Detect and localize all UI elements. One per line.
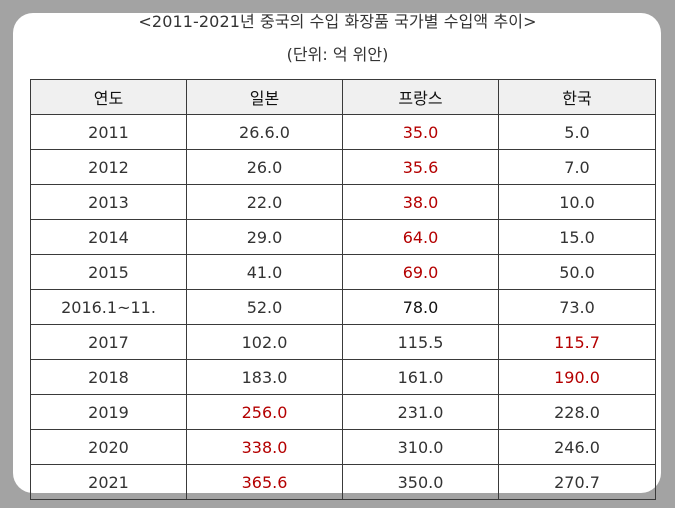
france-cell: 231.0 — [342, 394, 499, 430]
year-cell: 2014 — [30, 219, 187, 255]
table-row: 2020 338.0 310.0 246.0 — [30, 429, 656, 465]
france-cell: 310.0 — [342, 429, 499, 465]
korea-cell: 73.0 — [498, 289, 656, 325]
france-cell: 35.0 — [342, 114, 499, 150]
year-cell: 2020 — [30, 429, 187, 465]
table-row: 2011 26.6.0 35.0 5.0 — [30, 114, 656, 150]
japan-cell: 52.0 — [186, 289, 343, 325]
korea-cell: 10.0 — [498, 184, 656, 220]
france-cell: 64.0 — [342, 219, 499, 255]
import-data-table: 연도 일본 프랑스 한국 2011 26.6.0 35.0 5.0 2012 2… — [30, 79, 656, 500]
japan-cell: 102.0 — [186, 324, 343, 360]
france-cell: 161.0 — [342, 359, 499, 395]
year-cell: 2018 — [30, 359, 187, 395]
korea-cell: 5.0 — [498, 114, 656, 150]
year-cell: 2016.1~11. — [30, 289, 187, 325]
france-cell: 38.0 — [342, 184, 499, 220]
table-row: 2016.1~11. 52.0 78.0 73.0 — [30, 289, 656, 325]
japan-cell: 26.0 — [186, 149, 343, 185]
table-row: 2021 365.6 350.0 270.7 — [30, 464, 656, 500]
year-cell: 2017 — [30, 324, 187, 360]
france-cell: 78.0 — [342, 289, 499, 325]
header-korea: 한국 — [498, 79, 656, 115]
unit-caption: (단위: 억 위안) — [286, 45, 389, 64]
year-cell: 2012 — [30, 149, 187, 185]
table-row: 2014 29.0 64.0 15.0 — [30, 219, 656, 255]
korea-cell: 228.0 — [498, 394, 656, 430]
header-france: 프랑스 — [342, 79, 499, 115]
korea-cell: 246.0 — [498, 429, 656, 465]
header-japan: 일본 — [186, 79, 343, 115]
korea-cell: 115.7 — [498, 324, 656, 360]
japan-cell: 256.0 — [186, 394, 343, 430]
table-row: 2015 41.0 69.0 50.0 — [30, 254, 656, 290]
korea-cell: 15.0 — [498, 219, 656, 255]
korea-cell: 50.0 — [498, 254, 656, 290]
table-row: 2012 26.0 35.6 7.0 — [30, 149, 656, 185]
france-cell: 35.6 — [342, 149, 499, 185]
year-cell: 2015 — [30, 254, 187, 290]
korea-cell: 190.0 — [498, 359, 656, 395]
france-cell: 69.0 — [342, 254, 499, 290]
table-row: 2013 22.0 38.0 10.0 — [30, 184, 656, 220]
korea-cell: 7.0 — [498, 149, 656, 185]
year-cell: 2013 — [30, 184, 187, 220]
japan-cell: 29.0 — [186, 219, 343, 255]
table-row: 2019 256.0 231.0 228.0 — [30, 394, 656, 430]
japan-cell: 41.0 — [186, 254, 343, 290]
japan-cell: 365.6 — [186, 464, 343, 500]
year-cell: 2011 — [30, 114, 187, 150]
japan-cell: 26.6.0 — [186, 114, 343, 150]
korea-cell: 270.7 — [498, 464, 656, 500]
table-row: 2017 102.0 115.5 115.7 — [30, 324, 656, 360]
japan-cell: 22.0 — [186, 184, 343, 220]
table-title: <2011-2021년 중국의 수입 화장품 국가별 수입액 추이> — [138, 12, 537, 31]
japan-cell: 183.0 — [186, 359, 343, 395]
france-cell: 115.5 — [342, 324, 499, 360]
france-cell: 350.0 — [342, 464, 499, 500]
header-row: 연도 일본 프랑스 한국 — [30, 79, 656, 115]
year-cell: 2021 — [30, 464, 187, 500]
table-row: 2018 183.0 161.0 190.0 — [30, 359, 656, 395]
year-cell: 2019 — [30, 394, 187, 430]
header-year: 연도 — [30, 79, 187, 115]
japan-cell: 338.0 — [186, 429, 343, 465]
